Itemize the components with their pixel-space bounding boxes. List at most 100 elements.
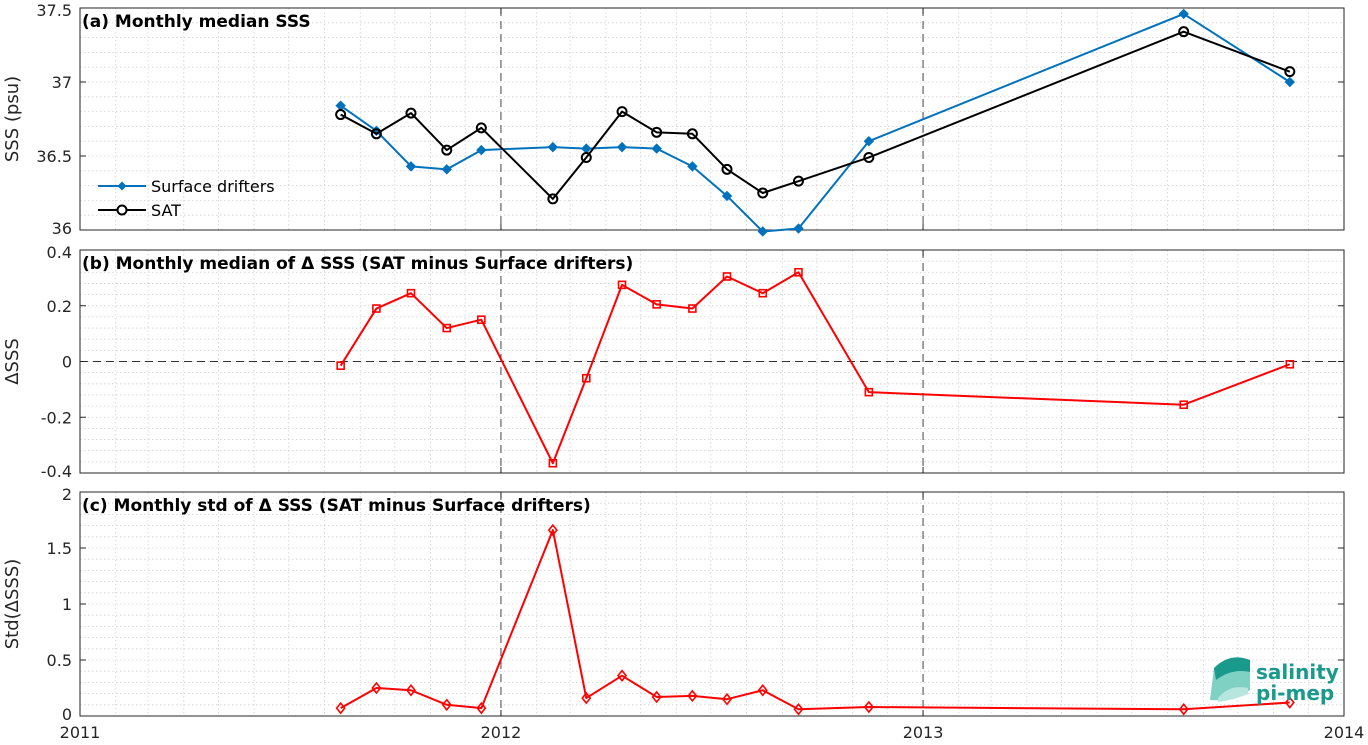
data-point	[405, 683, 417, 697]
data-point	[1284, 66, 1296, 78]
data-point	[1179, 400, 1188, 410]
series-1	[336, 267, 1295, 468]
y-tick-label: 0.4	[47, 243, 72, 262]
data-point	[405, 107, 417, 119]
data-point	[721, 163, 733, 175]
data-point	[687, 161, 698, 172]
series-1	[335, 8, 1296, 237]
data-point	[476, 701, 487, 715]
data-point	[1284, 696, 1295, 709]
panel-3: 0 0.5 1 1.5 2 2011 2012 2013 2014 Std(ΔSSS) (c) Mo…	[2, 485, 1364, 742]
data-point	[793, 702, 804, 716]
legend-label: Surface drifters	[151, 177, 275, 196]
y-tick-label: -0.2	[41, 408, 72, 427]
data-point	[757, 683, 768, 697]
panel-title: (a) Monthly median SSS	[82, 12, 311, 32]
data-point	[651, 126, 663, 138]
legend-marker	[116, 204, 128, 216]
series-line	[340, 529, 1290, 711]
y-tick-label: 1.5	[47, 539, 72, 558]
panel-2: -0.4 -0.2 0 0.2 0.4 ΔSSS (b) Monthly median of…	[2, 243, 1345, 481]
x-tick-label: 2011	[60, 723, 101, 742]
y-axis-label: SSS (psu)	[2, 76, 23, 162]
y-tick-label: 0	[62, 353, 72, 372]
data-point	[758, 288, 768, 298]
data-point	[617, 280, 627, 290]
data-point	[651, 143, 662, 154]
y-axis-label: ΔSSS	[2, 338, 23, 385]
logo-wave-icon	[1214, 657, 1250, 680]
data-point	[652, 300, 661, 309]
data-point	[863, 135, 875, 147]
data-point	[370, 128, 382, 140]
series-line	[339, 271, 1291, 465]
data-point	[336, 361, 345, 370]
data-point	[1178, 26, 1190, 38]
data-point	[863, 700, 874, 714]
data-point	[581, 691, 592, 705]
data-point	[547, 193, 559, 205]
data-point	[581, 373, 591, 383]
data-point	[617, 669, 628, 682]
data-point	[547, 141, 559, 153]
y-tick-label: 36	[52, 219, 72, 238]
data-point	[616, 106, 628, 118]
data-point	[721, 692, 733, 706]
series-line	[340, 12, 1291, 233]
data-point	[863, 151, 875, 163]
x-tick-label: 2014	[1324, 723, 1365, 742]
y-tick-label: -0.4	[41, 462, 72, 481]
data-point	[792, 175, 804, 187]
data-point	[688, 304, 697, 313]
data-point	[580, 151, 592, 163]
data-point	[1285, 359, 1295, 369]
y-tick-label: 36.5	[36, 147, 72, 166]
data-point	[757, 226, 768, 237]
data-point	[475, 122, 487, 134]
series-1	[335, 523, 1295, 716]
legend-marker	[117, 181, 127, 191]
data-point	[441, 698, 452, 712]
x-tick-label: 2012	[481, 723, 522, 742]
data-point	[477, 315, 486, 324]
data-point	[335, 109, 347, 121]
data-point	[687, 689, 698, 703]
y-tick-label: 1	[62, 595, 72, 614]
data-point	[686, 128, 698, 140]
legend: Surface drifters SAT	[98, 177, 275, 220]
y-tick-label: 0.5	[47, 651, 72, 670]
legend-label: SAT	[151, 201, 181, 220]
logo-text-line2: pi-mep	[1256, 681, 1334, 705]
data-point	[651, 690, 662, 704]
data-point	[1178, 8, 1189, 20]
data-point	[405, 161, 417, 172]
data-point	[406, 288, 416, 298]
data-point	[441, 144, 453, 156]
panel-title: (b) Monthly median of Δ SSS (SAT minus S…	[82, 254, 633, 274]
grid	[80, 249, 1344, 474]
axes-box	[79, 7, 1345, 231]
data-point	[442, 323, 452, 333]
plot-area	[80, 8, 1344, 230]
data-point	[757, 187, 769, 199]
data-point	[864, 387, 874, 397]
data-point	[1284, 76, 1296, 88]
y-axis-label: Std(ΔSSS)	[2, 559, 23, 650]
logo-wave-icon	[1218, 687, 1248, 702]
data-point	[372, 304, 381, 313]
y-tick-label: 0.2	[47, 297, 72, 316]
data-point	[721, 190, 733, 202]
y-tick-label: 0	[62, 705, 72, 724]
x-tick-label: 2013	[903, 723, 944, 742]
panel-title: (c) Monthly std of Δ SSS (SAT minus Surf…	[82, 496, 591, 516]
data-point	[794, 267, 803, 277]
data-point	[548, 458, 558, 468]
data-point	[722, 272, 732, 281]
data-point	[476, 144, 487, 156]
series-line	[340, 30, 1291, 200]
data-point	[793, 223, 804, 234]
y-tick-label: 2	[62, 485, 72, 504]
data-point	[547, 523, 558, 537]
y-tick-label: 37.5	[36, 1, 72, 20]
